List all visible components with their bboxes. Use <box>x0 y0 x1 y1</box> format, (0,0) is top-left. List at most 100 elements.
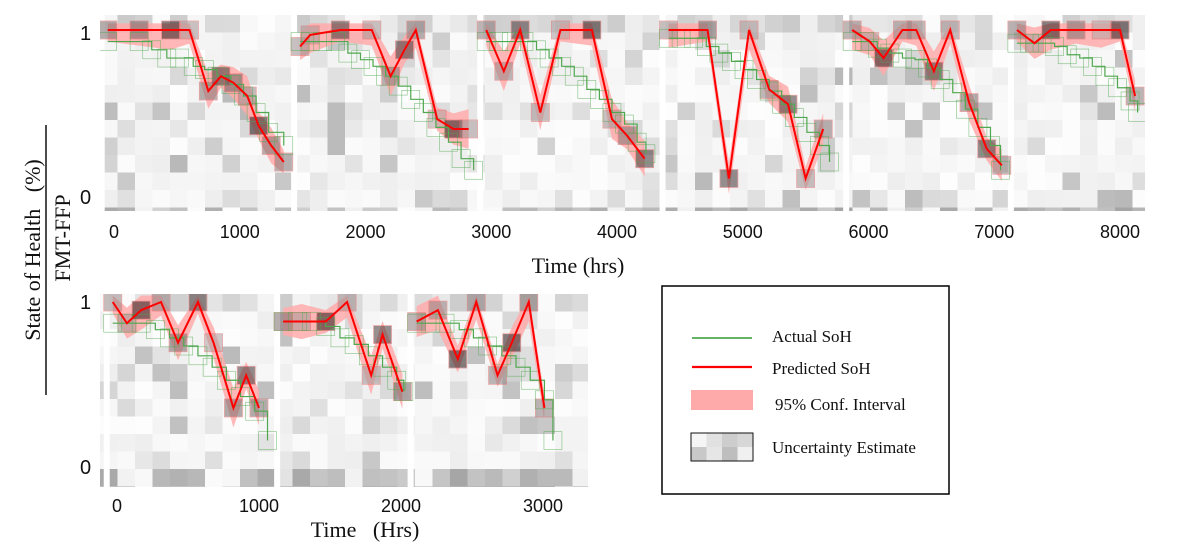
top-predicted-lines <box>107 26 1137 183</box>
uncertainty-cell <box>152 434 170 452</box>
uncertainty-cell <box>257 329 275 347</box>
uncertainty-cell <box>1080 207 1098 211</box>
uncertainty-cell <box>205 172 223 190</box>
uncertainty-cell <box>257 381 275 399</box>
uncertainty-cell <box>152 416 170 434</box>
uncertainty-cell <box>485 381 503 399</box>
uncertainty-cell <box>765 137 783 155</box>
uncertainty-cell <box>642 50 660 68</box>
uncertainty-cell <box>205 294 223 312</box>
uncertainty-cell <box>135 137 153 155</box>
uncertainty-cell <box>572 451 588 469</box>
uncertainty-cell <box>502 172 520 190</box>
uncertainty-cell <box>730 155 748 173</box>
uncertainty-cell <box>380 137 398 155</box>
uncertainty-cell <box>852 50 870 68</box>
uncertainty-cell <box>205 137 223 155</box>
uncertainty-cell <box>555 50 573 68</box>
uncertainty-cell <box>1132 120 1145 138</box>
uncertainty-cell <box>1045 172 1063 190</box>
predicted-soh-line <box>299 27 469 130</box>
actual-soh-line <box>416 322 554 441</box>
uncertainty-cell <box>485 294 503 312</box>
uncertainty-cell <box>1097 190 1115 208</box>
uncertainty-cell <box>922 137 940 155</box>
uncertainty-cell <box>432 486 450 487</box>
uncertainty-cell <box>432 85 450 103</box>
uncertainty-cell <box>1080 190 1098 208</box>
uncertainty-cell <box>1062 67 1080 85</box>
uncertainty-cell <box>537 15 555 33</box>
uncertainty-cell <box>170 137 188 155</box>
bottom-x-axis-label: Time (Hrs) <box>311 517 420 542</box>
predicted-soh-line <box>485 26 646 160</box>
uncertainty-cell <box>380 120 398 138</box>
uncertainty-cell <box>572 155 590 173</box>
legend-uncertainty-swatch <box>690 432 754 462</box>
uncertainty-cell <box>887 85 905 103</box>
uncertainty-cell <box>1097 155 1115 173</box>
uncertainty-cell <box>572 207 590 211</box>
uncertainty-cell <box>992 67 1010 85</box>
uncertainty-cell <box>117 346 135 364</box>
uncertainty-cell <box>537 32 555 50</box>
uncertainty-cell <box>170 486 188 487</box>
uncertainty-cell <box>572 381 588 399</box>
uncertainty-cell <box>485 311 503 329</box>
uncertainty-cell <box>1062 120 1080 138</box>
uncertainty-cell <box>1010 85 1028 103</box>
uncertainty-cell <box>537 346 555 364</box>
uncertainty-cell <box>415 172 433 190</box>
uncertainty-cell <box>520 190 538 208</box>
uncertainty-cell <box>205 155 223 173</box>
uncertainty-cell <box>292 381 310 399</box>
uncertainty-cell <box>782 155 800 173</box>
uncertainty-cell <box>1010 67 1028 85</box>
uncertainty-cell <box>485 207 503 211</box>
uncertainty-cell <box>695 85 713 103</box>
uncertainty-cell <box>1097 120 1115 138</box>
x-tick-label: 2000 <box>345 222 385 242</box>
uncertainty-cell <box>747 207 765 211</box>
uncertainty-cell <box>310 155 328 173</box>
uncertainty-cell <box>642 172 660 190</box>
y-axis-label-line1: State of Health (%) <box>20 159 45 340</box>
uncertainty-cell <box>555 416 573 434</box>
uncertainty-cell <box>135 172 153 190</box>
uncertainty-cell <box>502 155 520 173</box>
legend-uncertainty-label: Uncertainty Estimate <box>772 438 916 457</box>
uncertainty-cell <box>957 155 975 173</box>
uncertainty-cell <box>380 434 398 452</box>
uncertainty-cell <box>625 190 643 208</box>
uncertainty-cell <box>817 32 835 50</box>
uncertainty-cell <box>380 416 398 434</box>
uncertainty-cell <box>642 15 660 33</box>
uncertainty-cell <box>572 416 588 434</box>
uncertainty-cell <box>327 469 345 487</box>
uncertainty-cell <box>502 399 520 417</box>
uncertainty-cell <box>572 50 590 68</box>
uncertainty-cell <box>1027 172 1045 190</box>
uncertainty-cell <box>537 416 555 434</box>
uncertainty-cell <box>887 137 905 155</box>
uncertainty-cell <box>327 329 345 347</box>
uncertainty-cell <box>992 172 1010 190</box>
uncertainty-cell <box>572 399 588 417</box>
uncertainty-cell <box>450 434 468 452</box>
uncertainty-cell <box>467 486 485 487</box>
uncertainty-cell <box>345 67 363 85</box>
uncertainty-cell <box>642 32 660 50</box>
uncertainty-cell <box>450 486 468 487</box>
uncertainty-cell <box>117 155 135 173</box>
legend-uncertainty-cell <box>691 447 707 461</box>
uncertainty-cell <box>502 85 520 103</box>
uncertainty-cell <box>1045 207 1063 211</box>
uncertainty-cell <box>817 50 835 68</box>
uncertainty-cell <box>117 364 135 382</box>
uncertainty-cell <box>520 207 538 211</box>
uncertainty-cell <box>957 137 975 155</box>
uncertainty-cell <box>222 451 240 469</box>
uncertainty-cell <box>975 172 993 190</box>
uncertainty-cell <box>1115 207 1133 211</box>
